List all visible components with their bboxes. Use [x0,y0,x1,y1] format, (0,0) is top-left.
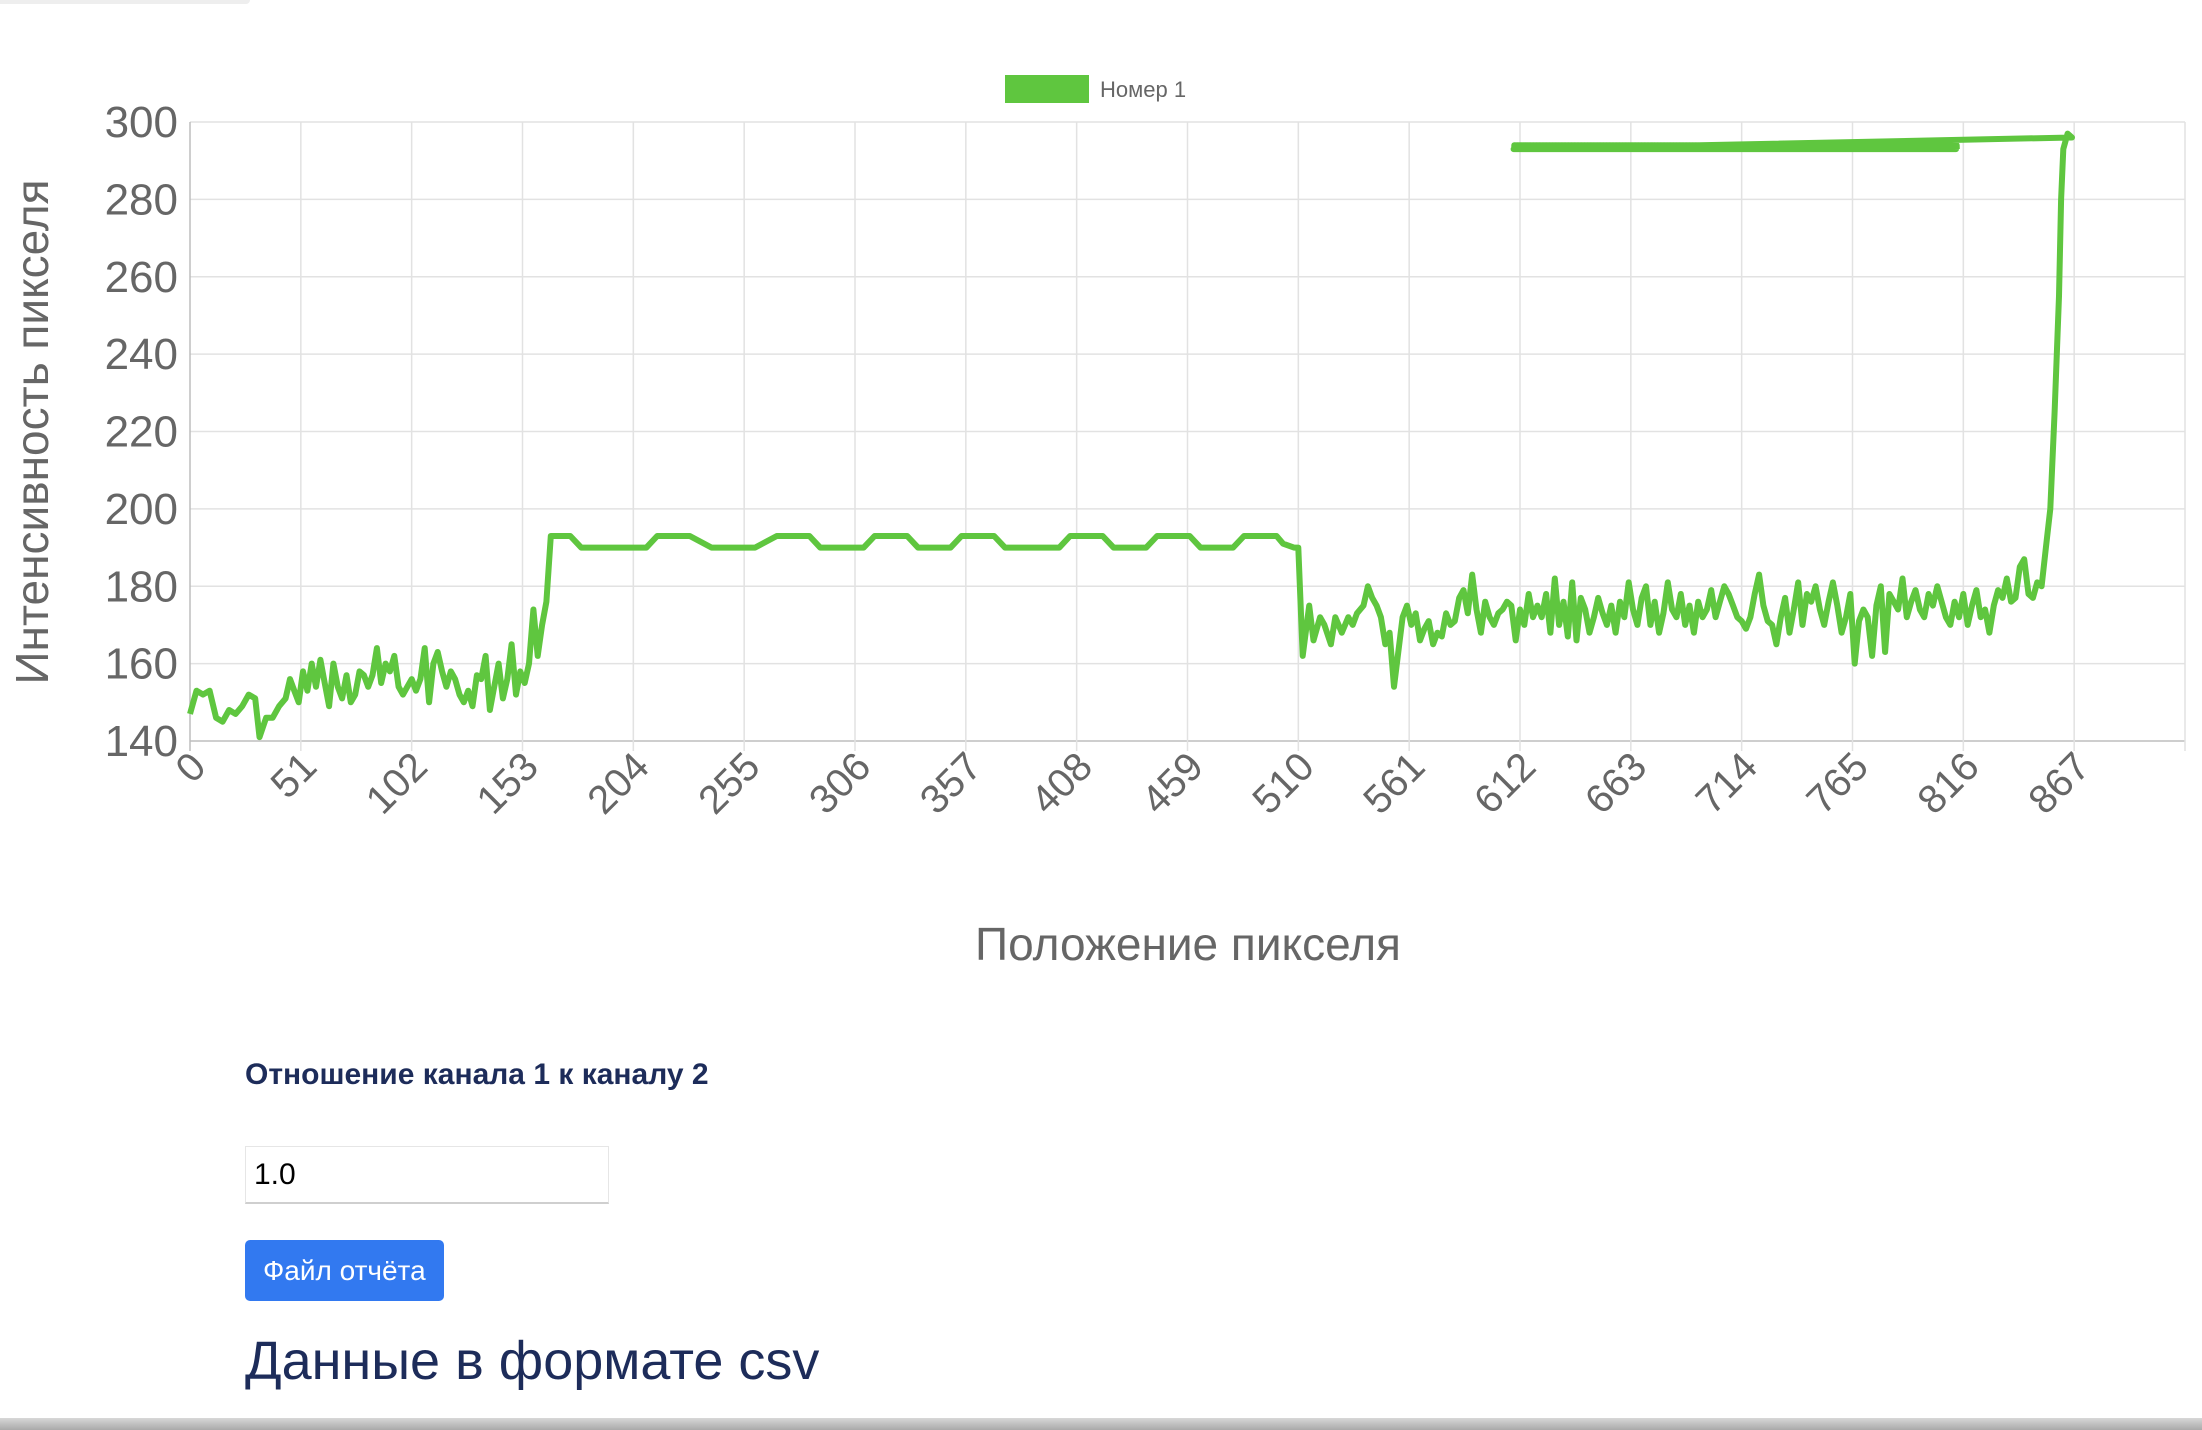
y-tick-label: 280 [105,175,178,224]
ratio-input[interactable] [245,1146,609,1204]
y-tick-label: 300 [105,98,178,147]
x-tick-label: 714 [1688,744,1766,822]
intensity-chart: 140 160 180 200 220 240 260 280 300 0 51 102 153 204 2… [6,75,2186,970]
x-tick-label: 765 [1799,744,1877,822]
y-axis-title: Интенсивность пикселя [6,180,58,685]
legend-label[interactable]: Номер 1 [1100,77,1186,102]
y-tick-label: 160 [105,640,178,689]
x-tick-label: 408 [1023,744,1101,822]
report-file-button[interactable]: Файл отчёта [245,1240,444,1301]
legend-swatch[interactable] [1005,75,1089,103]
x-tick-label: 816 [1909,744,1987,822]
x-axis-title: Положение пикселя [975,918,1401,970]
x-tick-label: 306 [801,744,879,822]
x-tick-label: 663 [1577,744,1655,822]
x-tick-label: 459 [1134,744,1212,822]
x-tick-label: 867 [2020,744,2098,822]
x-tick-label: 561 [1355,744,1433,822]
y-tick-label: 200 [105,485,178,534]
series-lines [187,130,2075,741]
y-tick-label: 240 [105,330,178,379]
grid-lines [189,121,2186,751]
x-tick-label: 510 [1244,744,1322,822]
legend[interactable]: Номер 1 [1005,75,1186,103]
series-line [187,130,2075,741]
y-tick-label: 260 [105,253,178,302]
y-tick-label: 140 [105,717,178,766]
x-tick-label: 255 [690,744,768,822]
x-tick-label: 51 [263,744,326,807]
ratio-label: Отношение канала 1 к каналу 2 [245,1058,709,1091]
y-tick-label: 180 [105,562,178,611]
x-tick-label: 153 [469,744,547,822]
bottom-edge-bar [0,1418,2202,1430]
x-tick-label: 357 [912,744,990,822]
y-tick-label: 220 [105,408,178,457]
x-tick-label: 612 [1466,744,1544,822]
x-tick-label: 102 [358,744,436,822]
csv-data-heading: Данные в формате csv [245,1331,820,1391]
x-tick-label: 204 [579,744,657,822]
top-edge-strip [0,0,250,4]
